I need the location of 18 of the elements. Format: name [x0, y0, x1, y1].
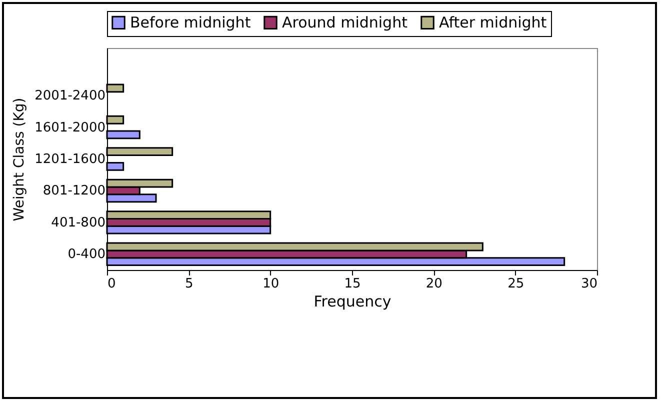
y-tick-label: 801-1200: [42, 184, 106, 199]
y-tick-label: 2001-2400: [34, 88, 106, 104]
x-tick-label: 20: [426, 276, 442, 292]
legend-label: Around midnight: [282, 14, 408, 32]
legend-label: Before midnight: [130, 14, 251, 32]
legend-label: After midnight: [439, 14, 547, 32]
x-tick-label: 10: [262, 276, 280, 292]
x-tick-label: 25: [508, 276, 524, 292]
x-tick-label: 15: [344, 276, 361, 292]
x-tick-label: 30: [580, 276, 598, 292]
y-tick-label: 1601-2000: [34, 120, 106, 136]
y-axis-title: Weight Class (Kg): [12, 98, 28, 222]
x-tick-label: 5: [185, 276, 194, 292]
y-tick-label: 1201-1600: [34, 152, 106, 167]
y-tick-label: 0-400: [68, 247, 106, 262]
x-tick-label: 0: [108, 276, 116, 292]
y-tick-label: 401-800: [51, 215, 106, 230]
x-axis-title: Frequency: [314, 292, 392, 310]
